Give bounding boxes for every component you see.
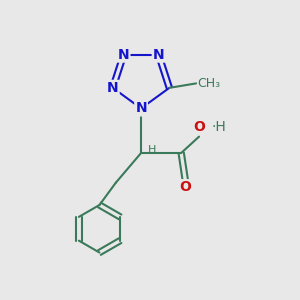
Text: N: N bbox=[107, 81, 118, 95]
Text: N: N bbox=[118, 48, 129, 62]
Text: N: N bbox=[135, 101, 147, 116]
Text: ·H: ·H bbox=[212, 120, 226, 134]
Text: O: O bbox=[193, 120, 205, 134]
Text: CH₃: CH₃ bbox=[198, 77, 221, 90]
Text: H: H bbox=[148, 145, 156, 155]
Text: N: N bbox=[153, 48, 164, 62]
Text: O: O bbox=[180, 180, 192, 194]
